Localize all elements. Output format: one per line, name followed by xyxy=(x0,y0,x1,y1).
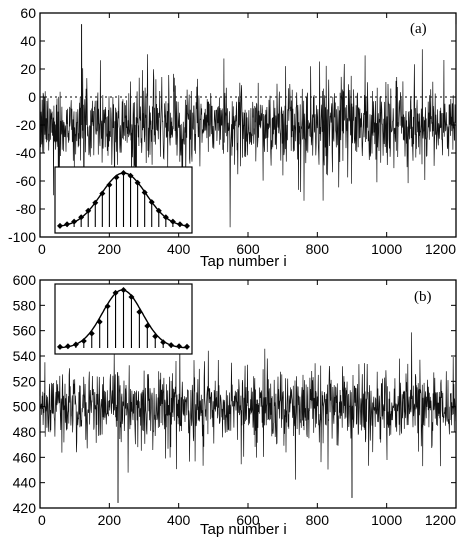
panel-a-label: (a) xyxy=(410,21,427,37)
histogram-marker xyxy=(106,181,113,188)
x-tick-label: 0 xyxy=(38,241,46,257)
panel-b-x-axis-title: Tap number i xyxy=(200,521,287,538)
y-tick-label: 540 xyxy=(13,348,37,364)
x-tick-label: 600 xyxy=(236,241,260,257)
x-tick-label: 400 xyxy=(167,512,191,528)
panel-b-y-ticks: 420 440 460 480 500 520 540 560 580 600 xyxy=(13,272,456,516)
x-tick-label: 1200 xyxy=(425,241,456,257)
panel-a-y-ticks: -100 -80 -60 -40 -20 0 20 40 60 xyxy=(8,5,456,245)
panel-a-inset-histogram xyxy=(54,166,193,234)
x-tick-label: 600 xyxy=(236,512,260,528)
panel-b-series-line xyxy=(39,330,457,503)
x-tick-label: 800 xyxy=(306,512,330,528)
y-tick-label: 500 xyxy=(13,399,37,415)
histogram-marker xyxy=(113,174,120,181)
x-tick-label: 0 xyxy=(38,512,46,528)
histogram-marker xyxy=(184,343,190,350)
x-tick-label: 1000 xyxy=(371,241,402,257)
y-tick-label: 0 xyxy=(28,89,36,105)
y-tick-label: -80 xyxy=(16,201,36,217)
histogram-fit-curve xyxy=(59,172,188,227)
panel-b-inset-histogram xyxy=(54,283,193,355)
panel-a-x-axis-title: Tap number i xyxy=(200,253,287,270)
x-tick-label: 1200 xyxy=(425,512,456,528)
y-tick-label: 560 xyxy=(13,323,37,339)
histogram-marker xyxy=(184,222,190,229)
x-tick-label: 800 xyxy=(306,241,330,257)
y-tick-label: -60 xyxy=(16,173,36,189)
y-tick-label: -20 xyxy=(16,117,36,133)
y-tick-label: 60 xyxy=(20,5,36,21)
x-tick-label: 200 xyxy=(98,241,122,257)
y-tick-label: 20 xyxy=(20,61,36,77)
panel-b-label: (b) xyxy=(414,289,432,305)
x-tick-label: 200 xyxy=(98,512,122,528)
histogram-marker xyxy=(57,343,63,350)
x-tick-label: 1000 xyxy=(371,512,402,528)
y-tick-label: 40 xyxy=(20,33,36,49)
y-tick-label: 460 xyxy=(13,449,37,465)
y-tick-label: 580 xyxy=(13,297,37,313)
histogram-marker xyxy=(80,338,87,345)
y-tick-label: -100 xyxy=(8,229,36,245)
y-tick-label: 480 xyxy=(13,424,37,440)
panel-b-x-ticks: 0 200 400 600 800 1000 1200 xyxy=(38,280,457,528)
y-tick-label: 600 xyxy=(13,272,37,288)
panel-a-series-line xyxy=(39,24,457,228)
panel-b-series-marks xyxy=(117,406,353,503)
histogram-fit-curve xyxy=(59,289,188,349)
panel-b: 420 440 460 480 500 520 540 560 580 600 0 200 400 60… xyxy=(13,272,457,538)
x-tick-label: 400 xyxy=(167,241,191,257)
y-tick-label: 440 xyxy=(13,475,37,491)
y-tick-label: 420 xyxy=(13,500,37,516)
y-tick-label: 520 xyxy=(13,373,37,389)
panel-a: -100 -80 -60 -40 -20 0 20 40 60 0 200 400 600 800 100… xyxy=(8,5,457,270)
panel-a-x-ticks: 0 200 400 600 800 1000 1200 xyxy=(38,13,457,257)
y-tick-label: -40 xyxy=(16,145,36,161)
